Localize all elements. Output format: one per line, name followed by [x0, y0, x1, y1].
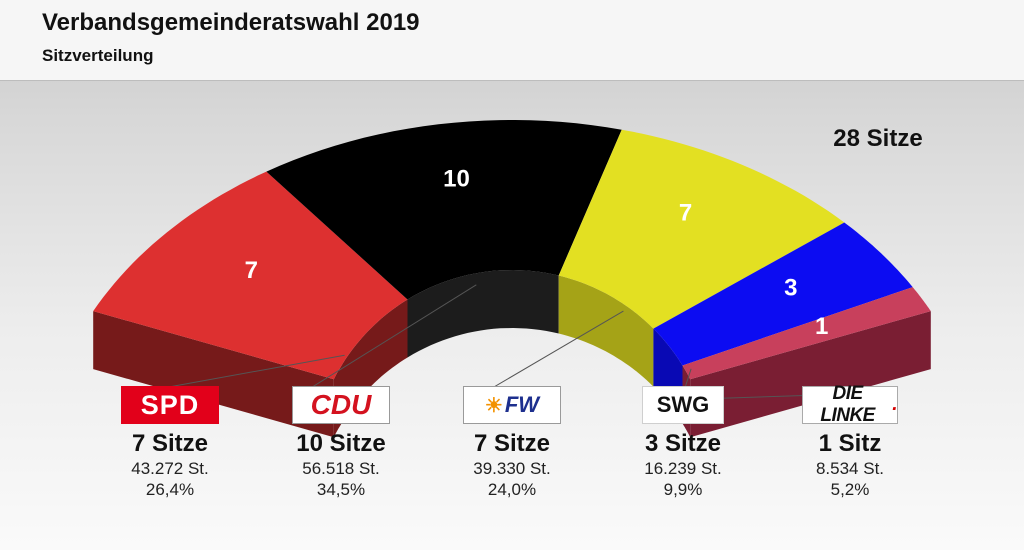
linke-logo: DIE LINKE. [802, 383, 898, 426]
party-spd: SPD 7 Sitze 43.272 St. 26,4% [80, 386, 260, 500]
slice-top [93, 171, 408, 380]
seats-label: 10 Sitze [296, 430, 386, 457]
slice-top [266, 120, 622, 300]
fw-logo-text: FW [504, 392, 540, 417]
party-linke: DIE LINKE. 1 Sitz 8.534 St. 5,2% [760, 383, 940, 500]
percent-label: 5,2% [830, 480, 870, 499]
chart-subtitle: Sitzverteilung [42, 46, 154, 65]
total-seats-label: 28 Sitze [833, 125, 922, 152]
linke-logo-text: DIE LINKE [820, 383, 875, 426]
percent-label: 26,4% [145, 480, 195, 499]
spd-logo: SPD [121, 386, 219, 424]
leader-line [300, 284, 477, 395]
seats-label: 7 Sitze [473, 430, 551, 457]
slice-value-label: 3 [784, 274, 797, 301]
party-cdu: CDU 10 Sitze 56.518 St. 34,5% [251, 386, 431, 500]
slice-top [682, 287, 931, 380]
cdu-logo: CDU [292, 386, 390, 424]
slice-end-wall [690, 311, 931, 438]
slice-value-label: 10 [443, 166, 470, 193]
slice-top [653, 222, 913, 366]
slice-value-label: 7 [679, 200, 692, 227]
percent-label: 9,9% [663, 480, 703, 499]
seats-label: 3 Sitze [644, 430, 722, 457]
chart-title: Verbandsgemeinderatswahl 2019 [42, 9, 420, 36]
slice-value-label: 1 [815, 313, 828, 340]
votes-label: 8.534 St. [815, 459, 885, 478]
seats-label: 1 Sitz [818, 430, 882, 457]
slice-end-wall [93, 311, 334, 438]
slice-side [558, 275, 654, 387]
votes-label: 43.272 St. [131, 459, 209, 478]
party-swg: SWG 3 Sitze 16.239 St. 9,9% [593, 386, 773, 500]
votes-label: 56.518 St. [302, 459, 380, 478]
header-bar: Verbandsgemeinderatswahl 2019 Sitzvertei… [0, 0, 1024, 81]
percent-label: 24,0% [487, 480, 537, 499]
swg-logo: SWG [642, 386, 724, 424]
sun-icon: ☀ [484, 394, 503, 417]
leader-line [481, 310, 624, 395]
fw-logo: ☀ FW [463, 386, 561, 424]
votes-label: 16.239 St. [644, 459, 722, 478]
slice-value-label: 7 [245, 257, 258, 284]
percent-label: 34,5% [316, 480, 366, 499]
seats-label: 7 Sitze [131, 430, 209, 457]
party-fw: ☀ FW 7 Sitze 39.330 St. 24,0% [422, 386, 602, 500]
slice-top [558, 129, 845, 329]
votes-label: 39.330 St. [473, 459, 551, 478]
slice-side [407, 270, 559, 358]
